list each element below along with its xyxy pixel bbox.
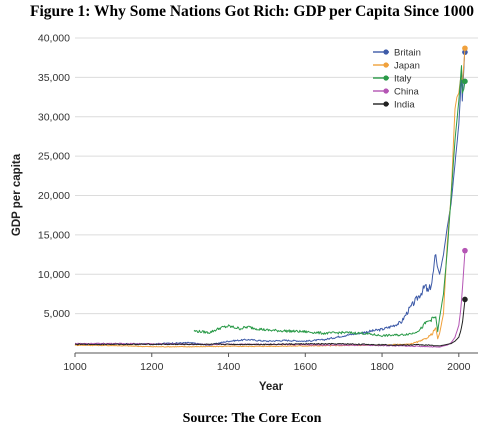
- series-line-india: [74, 299, 466, 347]
- legend-label-britain: Britain: [394, 47, 421, 58]
- x-tick-label: 1000: [63, 361, 87, 373]
- legend-label-italy: Italy: [394, 73, 412, 84]
- end-point-italy: [462, 78, 468, 85]
- legend-marker-india: [383, 101, 389, 107]
- y-tick-label: 30,000: [38, 111, 70, 123]
- y-axis-label: GDP per capita: [11, 153, 23, 236]
- legend-marker-china: [383, 88, 389, 94]
- figure-title: Figure 1: Why Some Nations Got Rich: GDP…: [30, 3, 474, 20]
- legend-label-japan: Japan: [394, 60, 420, 71]
- series-line-italy: [193, 65, 466, 338]
- y-tick-label: 35,000: [38, 72, 70, 84]
- legend: Britain Japan Italy China India: [373, 47, 421, 110]
- x-tick-label: 1800: [370, 361, 394, 373]
- x-axis-label: Year: [259, 381, 284, 393]
- series-line-japan: [74, 48, 466, 348]
- y-tick-label: 5,000: [44, 308, 70, 320]
- end-point-japan: [462, 45, 468, 52]
- legend-marker-japan: [383, 62, 389, 68]
- series-line-china: [75, 250, 466, 348]
- legend-marker-britain: [383, 49, 389, 55]
- source-caption: Source: The Core Econ: [182, 411, 322, 426]
- x-tick-label: 1200: [140, 361, 164, 373]
- legend-marker-italy: [383, 75, 389, 81]
- x-tick-label: 2000: [447, 361, 471, 373]
- legend-label-india: India: [394, 99, 415, 110]
- series-lines: [74, 45, 468, 348]
- axes: 5,000 10,000 15,000 20,000 25,000 30,000 35,00…: [38, 33, 478, 373]
- y-tick-label: 25,000: [38, 151, 70, 163]
- y-tick-label: 40,000: [38, 33, 70, 45]
- y-tick-label: 15,000: [38, 229, 70, 241]
- x-tick-label: 1400: [217, 361, 241, 373]
- y-tick-label: 10,000: [38, 269, 70, 281]
- end-point-china: [462, 247, 468, 254]
- legend-label-china: China: [394, 86, 420, 97]
- gridlines: [75, 37, 478, 315]
- y-tick-label: 20,000: [38, 190, 70, 202]
- end-point-india: [462, 296, 468, 303]
- x-tick-label: 1600: [294, 361, 318, 373]
